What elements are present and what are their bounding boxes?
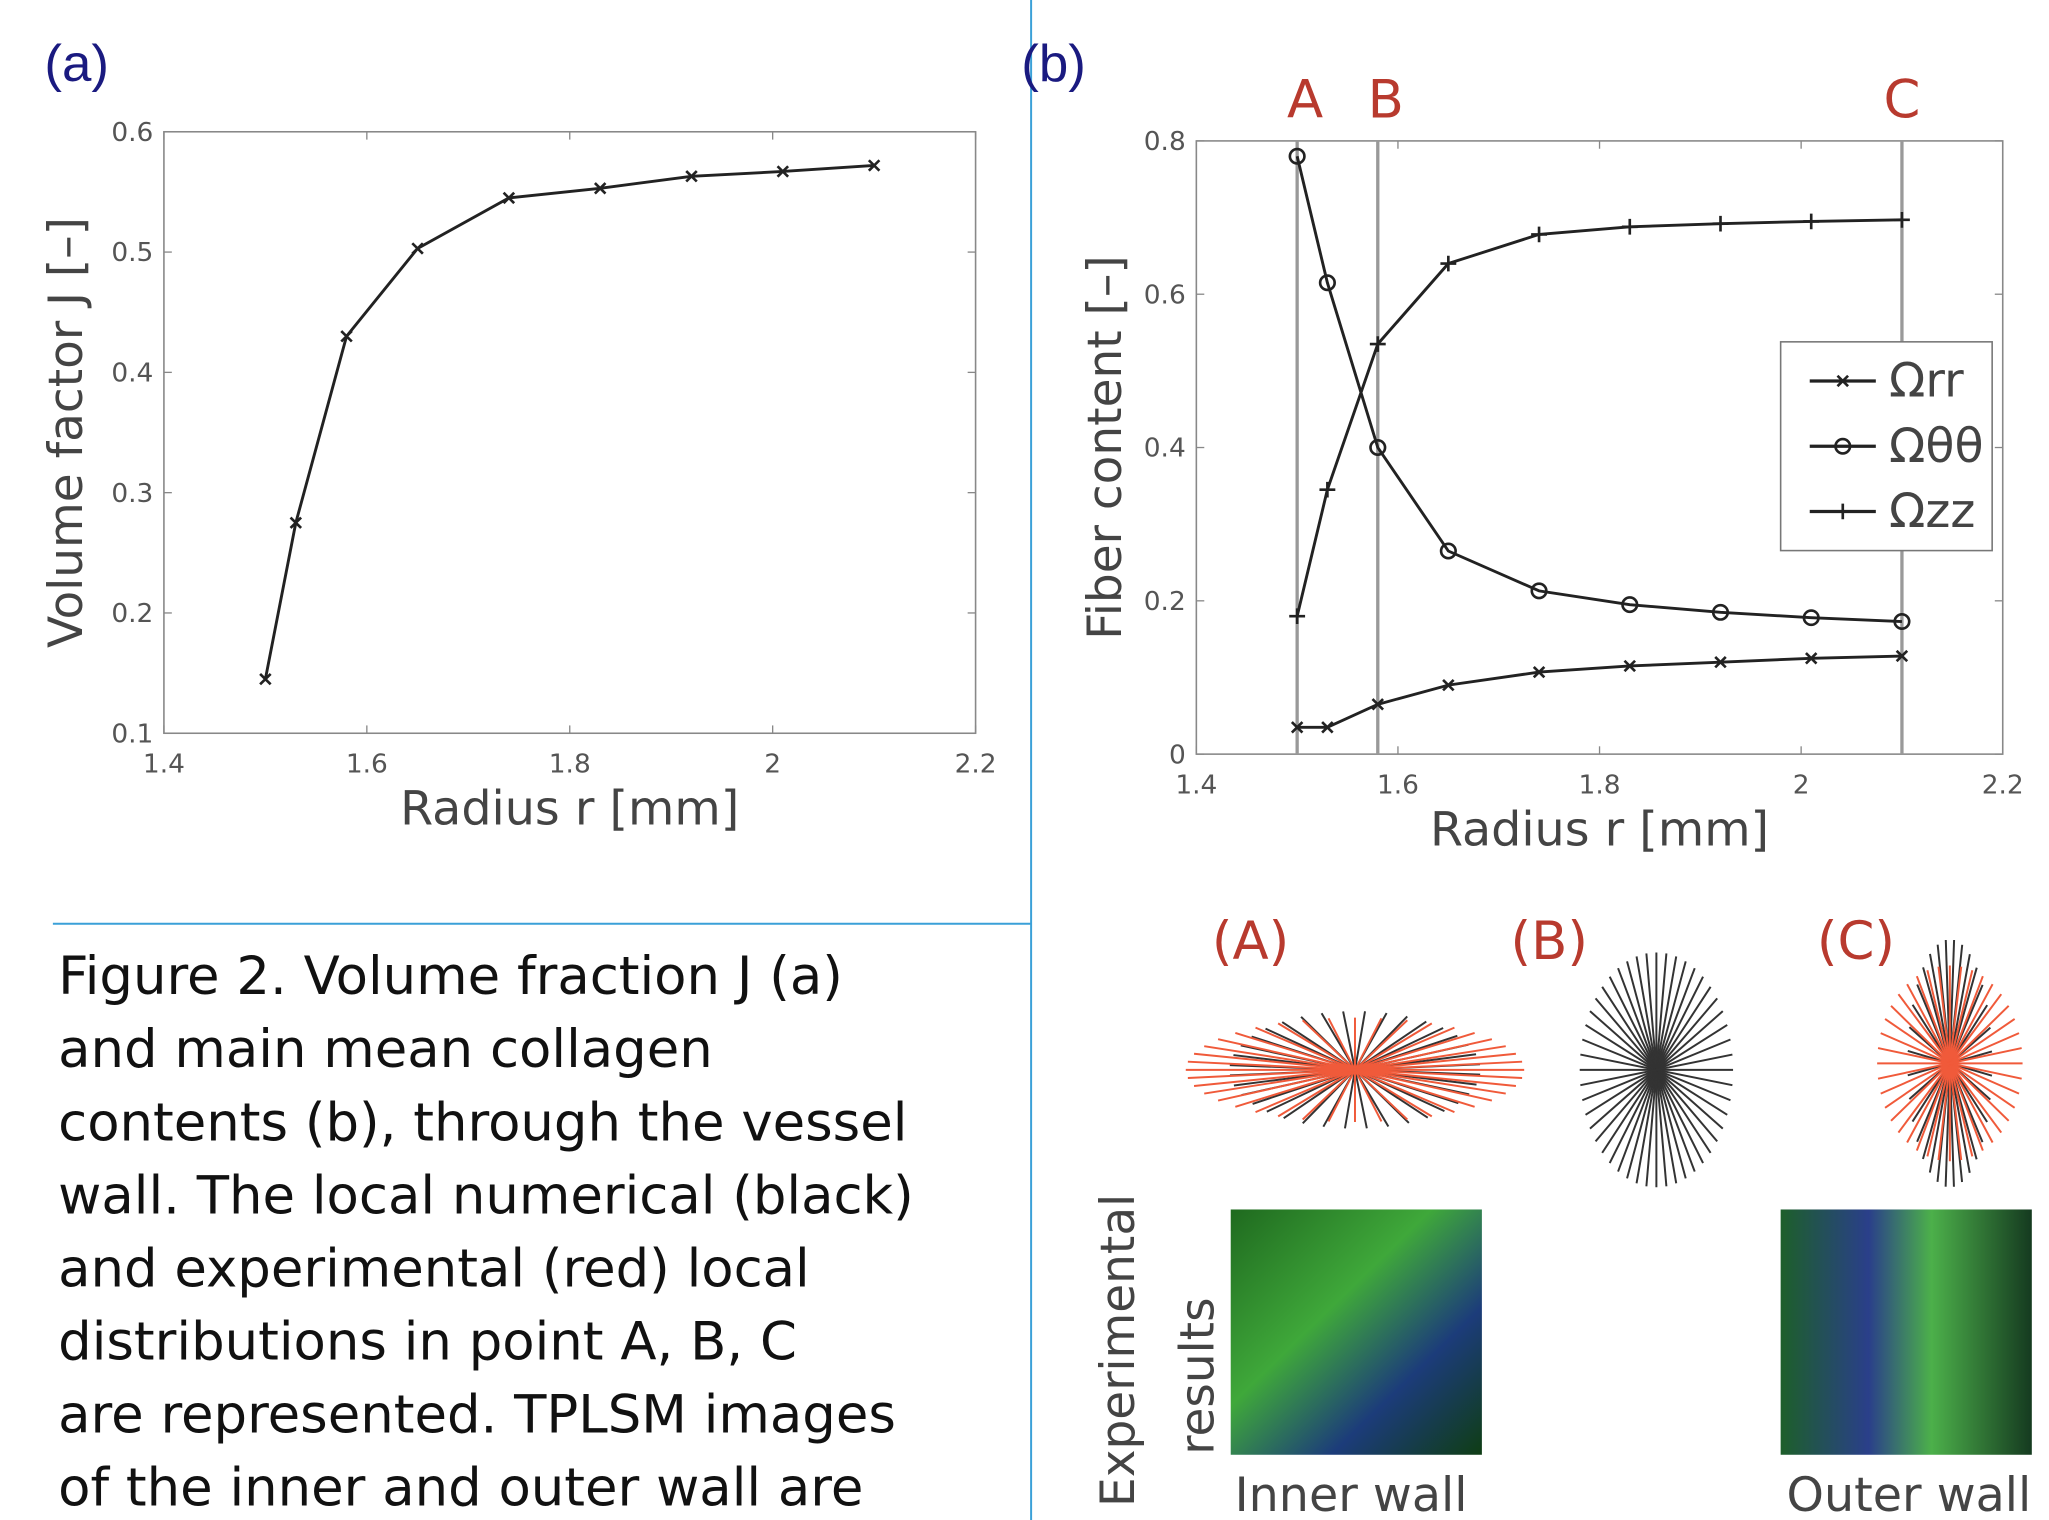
x-tick-label: 2.2 [1982, 770, 2024, 800]
y-tick-label: 0.5 [111, 238, 153, 268]
y-tick-label: 0.4 [1144, 434, 1186, 464]
x-tick-label: 1.8 [549, 750, 591, 780]
marker [1531, 226, 1547, 243]
caption-line: Figure 2. Volume fraction J (a) [58, 947, 843, 1008]
marker [1623, 659, 1637, 673]
marker [1442, 679, 1455, 692]
marker [1319, 481, 1336, 498]
caption-line: and main mean collagen [58, 1020, 713, 1081]
fiber [1877, 1047, 2022, 1080]
series-line [263, 164, 875, 680]
legend-marker [1834, 503, 1851, 520]
x-axis-label: Radius r [mm] [400, 782, 739, 837]
marker [259, 672, 272, 686]
marker [1802, 609, 1820, 627]
marker [1532, 665, 1546, 679]
marker [593, 182, 607, 195]
reference-label: B [1368, 70, 1404, 131]
y-tick-label: 0.6 [1144, 280, 1186, 310]
legend-marker [1836, 374, 1850, 388]
y-tick-label: 0.3 [111, 479, 153, 509]
caption-line: wall. The local numerical (black) [58, 1166, 914, 1227]
marker [289, 516, 303, 529]
side-label-line: results [1170, 1297, 1225, 1454]
side-label-line: Experimental [1091, 1194, 1146, 1507]
marker [1440, 255, 1457, 272]
marker [502, 191, 516, 205]
caption-line: of the inner and outer wall are [58, 1458, 863, 1519]
marker [1714, 656, 1727, 669]
x-tick-label: 1.8 [1579, 770, 1621, 800]
fiber [1187, 1060, 1523, 1080]
marker [1321, 721, 1334, 734]
x-tick-label: 1.6 [346, 750, 388, 780]
marker [1369, 336, 1386, 352]
panel-label: (b) [1021, 34, 1086, 93]
y-axis-label: Volume factor J [–] [39, 217, 94, 648]
y-tick-label: 0.2 [1144, 587, 1186, 617]
marker [1621, 596, 1639, 614]
legend-label: Ωθθ [1889, 419, 1984, 474]
reference-label: C [1883, 70, 1920, 131]
x-tick-label: 2 [1793, 770, 1810, 800]
x-tick-label: 1.4 [143, 750, 185, 780]
y-axis-label: Fiber content [–] [1078, 255, 1133, 639]
legend-marker [1834, 437, 1852, 455]
y-tick-label: 0.4 [111, 359, 153, 389]
caption-line: contents (b), through the vessel [58, 1093, 907, 1154]
marker [867, 159, 881, 172]
distribution-label: (A) [1212, 911, 1289, 972]
marker [776, 165, 790, 178]
y-tick-label: 0.6 [111, 118, 153, 148]
x-tick-label: 2.2 [955, 750, 997, 780]
panel-label: (a) [44, 34, 109, 93]
marker [411, 242, 424, 255]
distribution-label: (C) [1817, 911, 1895, 972]
y-tick-label: 0.8 [1144, 127, 1186, 157]
marker [1895, 649, 1909, 663]
caption-line: distributions in point A, B, C [58, 1312, 797, 1373]
marker [1290, 721, 1304, 734]
marker [685, 170, 698, 183]
legend-label: Ωrr [1889, 354, 1964, 409]
fiber [1580, 1053, 1733, 1087]
series-line [1295, 155, 1902, 623]
plot-frame [163, 130, 977, 735]
marker [1805, 652, 1818, 665]
x-tick-label: 1.4 [1175, 770, 1217, 800]
legend-label: Ωzz [1889, 484, 1975, 539]
tplsm-image [1780, 1209, 2032, 1455]
reference-label: A [1287, 70, 1323, 131]
caption-line: are represented. TPLSM images [58, 1385, 896, 1446]
tplsm-image [1230, 1209, 1482, 1455]
marker [1712, 215, 1729, 232]
marker [1893, 613, 1911, 631]
marker [1711, 603, 1730, 621]
marker [1894, 212, 1910, 228]
marker [1369, 439, 1387, 456]
image-label: Inner wall [1235, 1468, 1468, 1520]
x-tick-label: 2 [764, 750, 781, 780]
y-tick-label: 0.1 [111, 720, 153, 750]
caption-line: and experimental (red) local [58, 1239, 810, 1300]
series-line [1297, 654, 1902, 729]
marker [1803, 213, 1820, 230]
x-tick-label: 1.6 [1377, 770, 1419, 800]
distribution-label: (B) [1511, 911, 1589, 972]
y-tick-label: 0 [1169, 740, 1186, 770]
y-tick-label: 0.2 [111, 599, 153, 629]
marker [1318, 274, 1336, 292]
x-axis-label: Radius r [mm] [1430, 803, 1769, 858]
side-label: Experimental results [1091, 1194, 1226, 1507]
marker [340, 330, 353, 343]
marker [1621, 218, 1638, 235]
marker [1439, 542, 1457, 560]
marker [1288, 147, 1306, 165]
marker [1530, 582, 1548, 600]
marker [1371, 698, 1385, 711]
image-label: Outer wall [1787, 1468, 2032, 1520]
marker [1289, 608, 1306, 624]
